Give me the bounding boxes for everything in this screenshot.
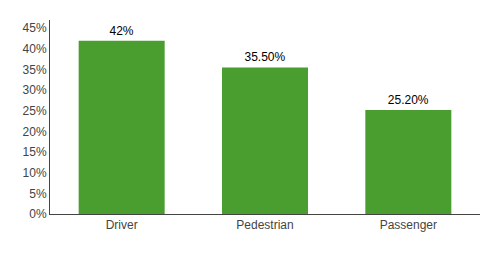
svg-text:Driver: Driver (106, 218, 138, 232)
svg-text:30%: 30% (23, 83, 47, 97)
svg-text:Passenger: Passenger (380, 218, 437, 232)
svg-text:25%: 25% (23, 104, 47, 118)
svg-text:25.20%: 25.20% (388, 93, 429, 107)
svg-text:40%: 40% (23, 42, 47, 56)
svg-text:15%: 15% (23, 145, 47, 159)
svg-text:35%: 35% (23, 63, 47, 77)
svg-text:0%: 0% (29, 207, 47, 221)
svg-text:42%: 42% (109, 24, 133, 38)
svg-text:45%: 45% (23, 21, 47, 35)
svg-text:5%: 5% (29, 187, 47, 201)
svg-text:35.50%: 35.50% (244, 50, 285, 64)
svg-text:20%: 20% (23, 125, 47, 139)
svg-text:10%: 10% (23, 166, 47, 180)
svg-text:Pedestrian: Pedestrian (236, 218, 293, 232)
